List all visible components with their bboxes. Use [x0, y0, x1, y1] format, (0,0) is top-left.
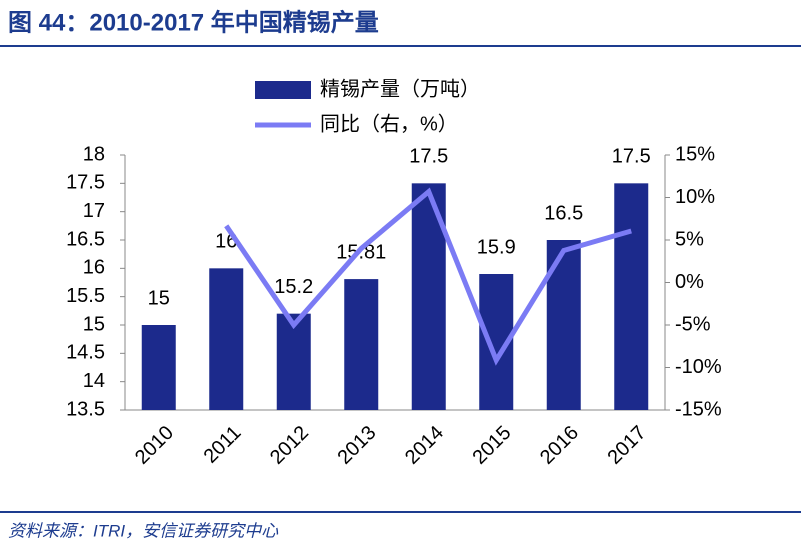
bar	[141, 325, 176, 410]
y-tick-label: 17.5	[66, 172, 105, 194]
y-tick-label: 17	[83, 200, 105, 222]
x-tick-label: 2017	[603, 422, 650, 469]
source: 资料来源：ITRI，安信证券研究中心	[8, 521, 279, 540]
y2-tick-label: -5%	[675, 313, 711, 335]
y2-tick-label: 15%	[675, 143, 715, 165]
bar-label: 15.2	[274, 276, 313, 298]
bar-label: 17.5	[612, 146, 651, 168]
line	[224, 187, 632, 366]
y-tick-label: 14.5	[66, 342, 105, 364]
y2-tick-label: -10%	[675, 356, 722, 378]
y-tick-label: 14	[83, 370, 105, 392]
y-tick-label: 15	[83, 313, 105, 335]
y2-tick-label: 5%	[675, 228, 704, 250]
legend-label: 精锡产量（万吨）	[320, 77, 480, 100]
x-tick-label: 2011	[200, 422, 246, 468]
chart-title: 图 44：2010-2017 年中国精锡产量	[8, 8, 379, 36]
x-tick-label: 2010	[131, 422, 178, 469]
y2-tick-label: 0%	[675, 271, 704, 293]
y-tick-label: 18	[83, 143, 105, 165]
y2-tick-label: 10%	[675, 186, 715, 208]
x-tick-label: 2012	[266, 422, 313, 469]
y2-tick-label: -15%	[675, 398, 722, 420]
x-tick-label: 2015	[468, 422, 515, 469]
x-tick-label: 2014	[401, 422, 448, 469]
y-tick-label: 13.5	[66, 398, 105, 420]
x-tick-label: 2013	[333, 422, 380, 469]
bar-label: 15.9	[477, 236, 516, 258]
bar-label: 16.5	[544, 202, 583, 224]
y-tick-label: 16.5	[66, 228, 105, 250]
x-tick-label: 2016	[536, 422, 583, 469]
bar	[614, 183, 649, 410]
y-tick-label: 16	[83, 257, 105, 279]
y-tick-label: 15.5	[66, 285, 105, 307]
bar-label: 17.5	[409, 146, 448, 168]
legend-label: 同比（右，%）	[320, 112, 458, 135]
bar	[344, 279, 379, 410]
bar	[209, 268, 244, 410]
bar-label: 15	[148, 287, 170, 309]
bar	[276, 313, 311, 410]
bar-label: 15.81	[336, 241, 386, 263]
legend-swatch	[255, 81, 311, 99]
